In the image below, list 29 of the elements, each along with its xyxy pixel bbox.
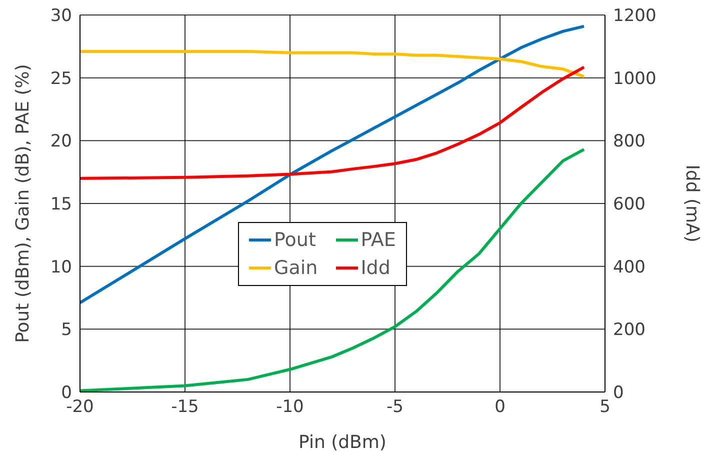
x-tick-label: -5 bbox=[386, 397, 404, 418]
legend-label: Pout bbox=[274, 229, 316, 251]
y2-tick-label: 200 bbox=[613, 320, 646, 340]
y2-tick-label: 1000 bbox=[613, 68, 656, 89]
x-tick-label: -15 bbox=[171, 397, 199, 418]
y-tick-label: 20 bbox=[50, 132, 72, 152]
y2-tick-label: 800 bbox=[613, 132, 646, 152]
y2-axis-title: Idd (mA) bbox=[682, 164, 703, 242]
y2-tick-label: 600 bbox=[613, 194, 646, 215]
y2-tick-label: 400 bbox=[613, 257, 646, 278]
x-tick-label: -10 bbox=[276, 397, 304, 418]
y-tick-label: 10 bbox=[50, 257, 72, 278]
x-axis-title: Pin (dBm) bbox=[298, 432, 386, 453]
legend-label: Idd bbox=[360, 257, 390, 279]
y-tick-label: 15 bbox=[50, 194, 72, 215]
y2-tick-label: 0 bbox=[613, 383, 624, 404]
line-series bbox=[80, 66, 586, 180]
legend-label: Gain bbox=[274, 257, 318, 279]
x-tick-label: 5 bbox=[600, 397, 610, 418]
line-series bbox=[80, 50, 586, 78]
line-series bbox=[80, 24, 586, 304]
y-tick-label: 30 bbox=[50, 6, 72, 26]
y-tick-label: 25 bbox=[50, 68, 72, 89]
legend-label: PAE bbox=[360, 229, 396, 251]
line-series bbox=[80, 148, 586, 392]
y2-tick-label: 1200 bbox=[613, 6, 656, 26]
y-tick-label: 5 bbox=[61, 320, 72, 340]
y-axis-title: Pout (dBm), Gain (dB), PAE (%) bbox=[12, 64, 34, 343]
x-tick-label: 0 bbox=[494, 397, 506, 418]
